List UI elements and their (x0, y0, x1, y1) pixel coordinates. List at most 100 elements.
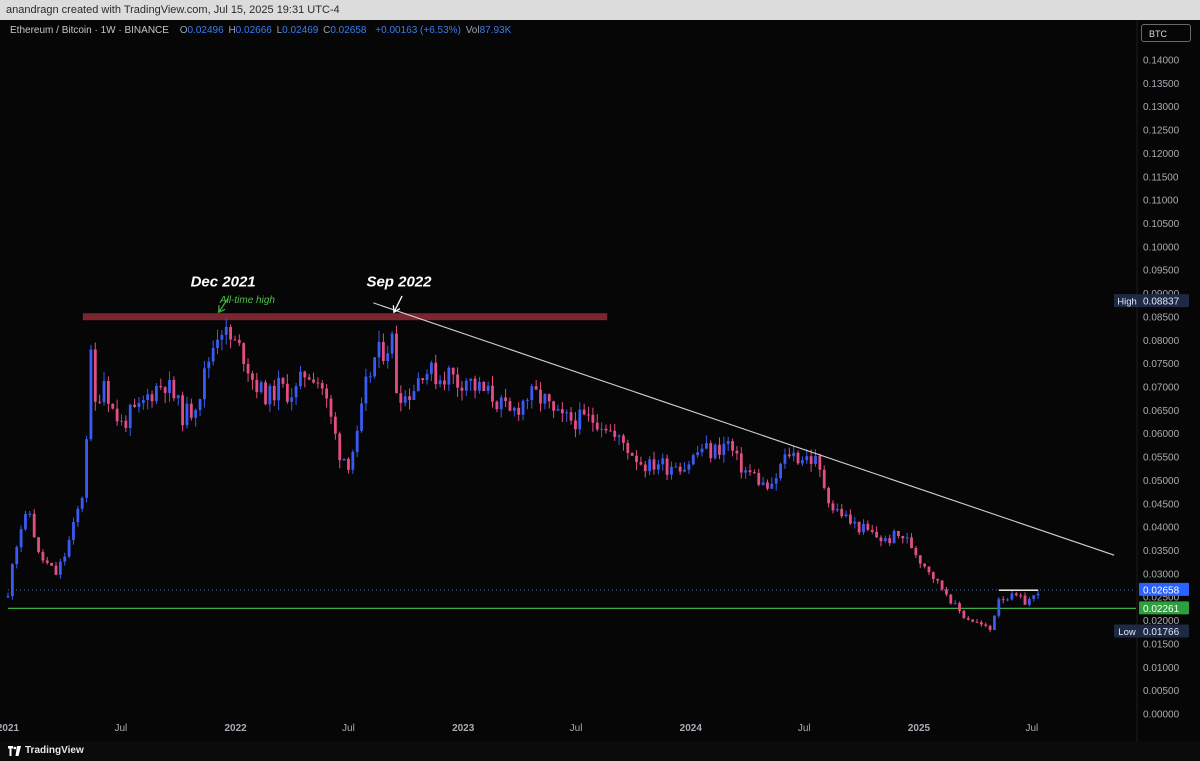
candle-body (390, 333, 394, 354)
candle-body (822, 469, 826, 488)
descending-trendline[interactable] (373, 302, 1115, 556)
footer-bar: TradingView (0, 741, 1200, 761)
date-annotation: Dec 2021 (191, 274, 256, 291)
symbol-name[interactable]: Ethereum / Bitcoin · 1W · BINANCE (10, 25, 169, 36)
candle-body (892, 530, 896, 544)
y-tick-label: 0.04000 (1143, 523, 1180, 534)
candle-body (761, 482, 765, 485)
candle-body (233, 339, 237, 341)
candle-body (473, 378, 477, 391)
candle-body (512, 407, 516, 411)
candle-body (85, 439, 88, 498)
y-tick-label: 0.12000 (1143, 149, 1180, 160)
watermark-text: anandragn created with TradingView.com, … (6, 4, 340, 16)
x-tick-label: 2022 (224, 723, 247, 734)
candle-body (862, 523, 865, 533)
candle-body (290, 397, 294, 402)
candle-body (521, 400, 525, 415)
candle-body (984, 624, 988, 626)
candle-body (783, 454, 787, 464)
candle-body (997, 599, 1001, 616)
y-tick-label: 0.00000 (1143, 710, 1180, 721)
candle-body (429, 362, 433, 374)
candle-body (211, 347, 215, 362)
candle-body (181, 395, 184, 426)
candle-body (28, 513, 32, 515)
candle-body (971, 619, 975, 622)
candle-body (905, 537, 909, 539)
price-chart[interactable]: 0.14000 0.13500 0.13000 0.12500 0.12000 0.115… (0, 20, 1200, 741)
candle-body (875, 531, 879, 538)
y-tick-label: 0.06000 (1143, 429, 1180, 440)
resistance-zone[interactable] (82, 313, 608, 321)
candle-body (277, 377, 281, 401)
candle-body (285, 383, 289, 402)
candle-body (408, 396, 411, 400)
candle-body (146, 394, 150, 401)
candle-body (857, 521, 861, 533)
candle-body (910, 537, 913, 549)
tradingview-logo-icon[interactable] (8, 746, 21, 756)
price-tag-value: 0.02261 (1143, 604, 1180, 615)
candle-body (447, 367, 451, 385)
x-tick-label: 2024 (680, 723, 703, 734)
candle-body (499, 397, 503, 410)
candle-body (176, 395, 180, 399)
candle-body (683, 469, 686, 472)
candle-body (809, 456, 813, 464)
candle-body (975, 621, 979, 623)
candle-body (569, 412, 573, 421)
candle-body (93, 349, 97, 402)
candle-body (1036, 593, 1040, 596)
candle-body (1027, 598, 1031, 605)
candle-body (696, 452, 700, 456)
currency-button[interactable]: BTC (1141, 24, 1191, 42)
y-tick-label: 0.08500 (1143, 312, 1180, 323)
candle-body (1019, 595, 1023, 597)
candle-body (831, 503, 835, 511)
chart-area[interactable]: 0.14000 0.13500 0.13000 0.12500 0.12000 0.115… (0, 20, 1200, 741)
candle-body (661, 458, 665, 465)
candle-body (543, 394, 547, 404)
candle-body (58, 561, 62, 575)
candle-body (255, 379, 259, 393)
candle-body (560, 409, 564, 414)
candle-body (128, 404, 132, 428)
candle-body (303, 371, 307, 378)
candle-body (757, 472, 761, 485)
candle-body (709, 443, 713, 459)
low-value: 0.02469 (282, 25, 319, 36)
candle-body (539, 389, 542, 404)
arrow-head (392, 305, 401, 314)
candle-body (718, 444, 721, 455)
candle-body (591, 414, 595, 423)
candle-body (805, 456, 809, 461)
volume-value: 87.93K (479, 25, 512, 36)
price-tag-bg (1139, 624, 1189, 638)
candle-body (89, 349, 93, 440)
x-tick-label: Jul (798, 723, 811, 734)
candle-body (307, 377, 311, 380)
candle-body (888, 538, 892, 544)
candle-body (155, 386, 158, 402)
candle-body (722, 443, 726, 455)
candle-body (752, 472, 756, 474)
price-tag-bg (1139, 601, 1189, 615)
candle-body (613, 430, 617, 437)
price-tag-label: Low (1118, 627, 1136, 638)
candle-body (726, 441, 730, 444)
y-tick-label: 0.05500 (1143, 453, 1180, 464)
candle-body (54, 565, 58, 575)
candle-body (962, 610, 966, 619)
candle-body (478, 381, 481, 391)
high-key: H (228, 25, 236, 36)
candle-body (678, 466, 682, 472)
candle-body (582, 409, 586, 415)
candle-body (72, 522, 75, 540)
tradingview-brand[interactable]: TradingView (25, 745, 84, 756)
candle-body (102, 381, 106, 403)
candle-body (281, 377, 285, 384)
y-tick-label: 0.11000 (1143, 196, 1179, 207)
y-tick-label: 0.01500 (1143, 639, 1180, 650)
candle-body (923, 563, 927, 567)
